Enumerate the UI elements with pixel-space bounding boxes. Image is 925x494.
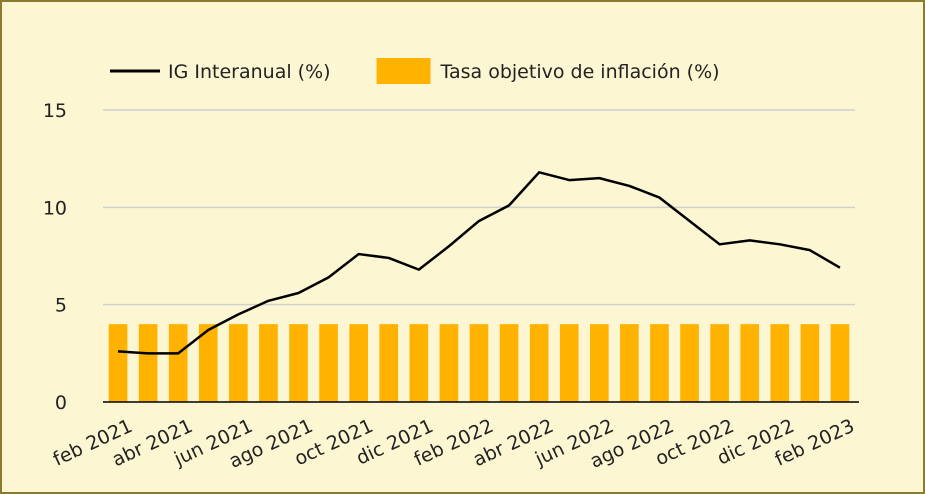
legend-label: Tasa objetivo de inflación (%)	[440, 61, 720, 83]
legend-swatch	[376, 58, 431, 84]
bar	[259, 324, 278, 402]
bar	[439, 324, 459, 402]
bar	[138, 324, 158, 402]
y-tick-label: 0	[55, 392, 67, 414]
bar	[620, 324, 639, 402]
y-tick-label: 10	[43, 197, 67, 219]
bar	[469, 324, 489, 402]
bar	[529, 324, 549, 402]
bar	[559, 324, 579, 402]
bar	[349, 324, 369, 402]
bar	[198, 324, 218, 402]
bar	[319, 324, 338, 402]
bar	[830, 324, 850, 402]
bar	[800, 324, 820, 402]
bar	[289, 324, 308, 402]
legend-label: IG Interanual (%)	[168, 61, 331, 83]
bar	[409, 324, 429, 402]
bar	[650, 324, 669, 402]
y-tick-label: 5	[55, 295, 67, 317]
y-tick-label: 15	[43, 100, 67, 122]
bar	[229, 324, 248, 402]
bar	[168, 324, 188, 402]
bar	[740, 324, 760, 402]
bar	[680, 324, 699, 402]
bar	[108, 324, 128, 402]
line	[117, 171, 841, 355]
bar	[499, 324, 519, 402]
bar	[379, 324, 399, 402]
bar	[589, 324, 609, 402]
bar	[710, 324, 729, 402]
bar	[770, 324, 790, 402]
